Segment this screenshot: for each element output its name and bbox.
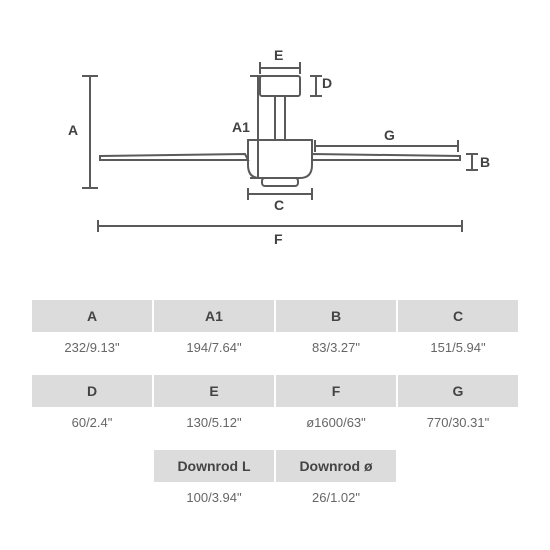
- specs-page: A A1 E D: [0, 0, 550, 550]
- hdr-A1: A1: [154, 300, 274, 332]
- label-G: G: [384, 127, 395, 143]
- val-D: 60/2.4": [32, 407, 152, 438]
- val-C: 151/5.94": [398, 332, 518, 363]
- val-A1: 194/7.64": [154, 332, 274, 363]
- downrod: [275, 96, 285, 140]
- hdr-F: F: [276, 375, 396, 407]
- label-B: B: [480, 154, 490, 170]
- hdr-B: B: [276, 300, 396, 332]
- val-downrod-l: 100/3.94": [154, 482, 274, 513]
- val-F: ø1600/63": [276, 407, 396, 438]
- dim-A: [82, 76, 98, 188]
- dim-D: [310, 76, 322, 96]
- dim-A1: [250, 76, 266, 178]
- spec-tables: A A1 B C 232/9.13" 194/7.64" 83/3.27" 15…: [30, 300, 520, 525]
- spec-table-2: D E F G 60/2.4" 130/5.12" ø1600/63" 770/…: [30, 375, 520, 438]
- blade-left: [100, 154, 248, 160]
- hdr-E: E: [154, 375, 274, 407]
- val-E: 130/5.12": [154, 407, 274, 438]
- light-cap: [262, 178, 298, 186]
- label-D: D: [322, 75, 332, 91]
- spec-table-1: A A1 B C 232/9.13" 194/7.64" 83/3.27" 15…: [30, 300, 520, 363]
- hdr-G: G: [398, 375, 518, 407]
- hdr-D: D: [32, 375, 152, 407]
- hdr-downrod-l: Downrod L: [154, 450, 274, 482]
- label-A1: A1: [232, 119, 250, 135]
- hdr-A: A: [32, 300, 152, 332]
- fan-diagram: A A1 E D: [60, 30, 490, 250]
- dim-E: [260, 62, 300, 74]
- label-F: F: [274, 231, 283, 247]
- val-downrod-d: 26/1.02": [276, 482, 396, 513]
- spec-table-3: Downrod L Downrod ø 100/3.94" 26/1.02": [152, 450, 398, 513]
- blade-right: [312, 154, 460, 160]
- canopy: [260, 76, 300, 96]
- val-G: 770/30.31": [398, 407, 518, 438]
- val-B: 83/3.27": [276, 332, 396, 363]
- label-A: A: [68, 122, 78, 138]
- val-A: 232/9.13": [32, 332, 152, 363]
- dim-B: [466, 154, 478, 170]
- hdr-C: C: [398, 300, 518, 332]
- label-E: E: [274, 47, 283, 63]
- label-C: C: [274, 197, 284, 213]
- hdr-downrod-d: Downrod ø: [276, 450, 396, 482]
